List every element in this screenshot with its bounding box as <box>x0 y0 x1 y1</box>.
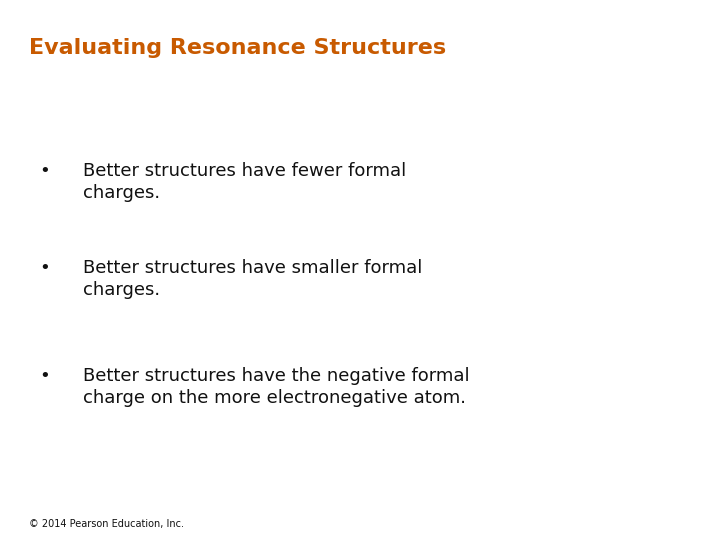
Text: Better structures have smaller formal
charges.: Better structures have smaller formal ch… <box>83 259 422 299</box>
Text: •: • <box>40 367 50 385</box>
Text: •: • <box>40 259 50 277</box>
Text: Evaluating Resonance Structures: Evaluating Resonance Structures <box>29 38 446 58</box>
Text: © 2014 Pearson Education, Inc.: © 2014 Pearson Education, Inc. <box>29 519 184 529</box>
Text: Better structures have the negative formal
charge on the more electronegative at: Better structures have the negative form… <box>83 367 469 407</box>
Text: Better structures have fewer formal
charges.: Better structures have fewer formal char… <box>83 162 406 202</box>
Text: •: • <box>40 162 50 180</box>
